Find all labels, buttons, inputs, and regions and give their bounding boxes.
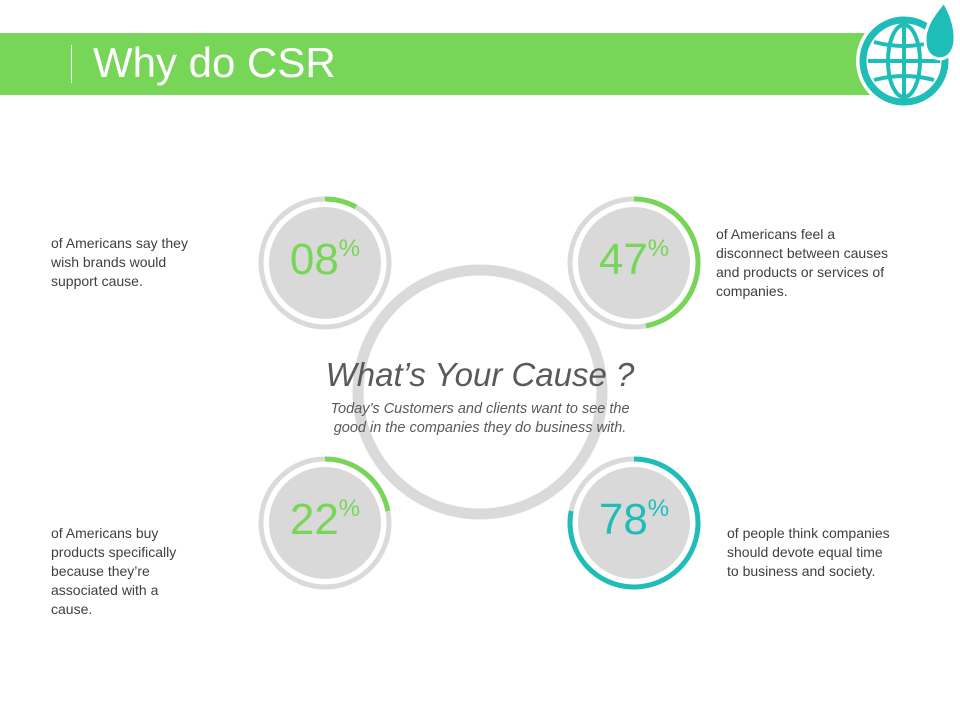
stat-line: support cause. [51, 273, 143, 289]
stat-line: of people think companies [727, 525, 890, 541]
stat-unit: % [647, 235, 670, 262]
stat-line: wish brands would [51, 254, 167, 270]
gauge-progress-arc [567, 456, 701, 590]
stat-unit: % [338, 235, 361, 262]
cause-subtext-line: Today’s Customers and clients want to se… [330, 401, 630, 417]
stat-line: of Americans say they [51, 235, 188, 251]
gauge-78: 78% [567, 456, 701, 590]
stat-description-78: of people think companies should devote … [727, 524, 890, 581]
header-divider [71, 45, 72, 83]
gauge-value: 22% [258, 494, 392, 546]
stat-line: products specifically [51, 544, 177, 560]
header-bar [0, 33, 870, 95]
gauge-ring [567, 196, 701, 330]
stat-value: 78 [598, 495, 648, 544]
page-title: Why do CSR [93, 39, 336, 86]
stat-description-22: of Americans buy products specifically b… [51, 524, 176, 619]
cause-subtext: Today’s Customers and clients want to se… [290, 400, 670, 438]
stat-unit: % [338, 495, 361, 522]
stat-line: associated with a [51, 582, 159, 598]
stat-description-08: of Americans say they wish brands would … [51, 234, 188, 291]
gauge-ring [258, 196, 392, 330]
stat-line: of Americans feel a [716, 226, 836, 242]
globe-leaf-icon [856, 0, 957, 109]
stat-line: to business and society. [727, 563, 876, 579]
stat-line: companies. [716, 283, 788, 299]
gauge-08: 08% [258, 196, 392, 330]
stat-line: and products or services of [716, 264, 885, 280]
stat-line: because they’re [51, 563, 150, 579]
stat-line: disconnect between causes [716, 245, 888, 261]
gauge-47: 47% [567, 196, 701, 330]
gauge-progress-arc [324, 196, 358, 210]
stat-value: 47 [598, 235, 648, 284]
stat-line: should devote equal time [727, 544, 883, 560]
gauge-ring [567, 456, 701, 590]
gauge-ring [258, 456, 392, 590]
gauge-22: 22% [258, 456, 392, 590]
stat-description-47: of Americans feel a disconnect between c… [716, 225, 888, 301]
cause-heading: What’s Your Cause ? [325, 356, 635, 393]
stat-line: of Americans buy [51, 525, 159, 541]
stat-unit: % [647, 495, 670, 522]
cause-subtext-line: good in the companies they do business w… [333, 420, 627, 436]
gauge-value: 47% [567, 234, 701, 286]
stat-line: cause. [51, 601, 93, 617]
gauge-value: 78% [567, 494, 701, 546]
gauge-value: 08% [258, 234, 392, 286]
gauge-progress-arc [324, 456, 391, 512]
gauge-progress-arc [633, 196, 701, 329]
stat-value: 22 [289, 495, 339, 544]
stat-value: 08 [289, 235, 339, 284]
